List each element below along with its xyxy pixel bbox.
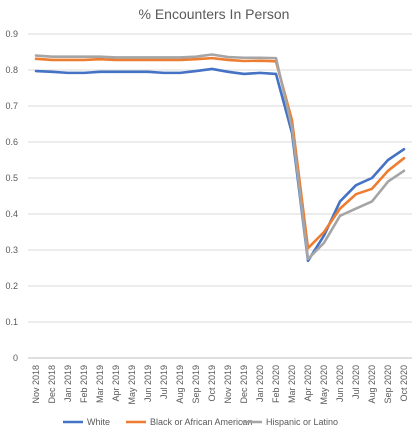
x-tick-label: Sep 2020 (383, 365, 393, 404)
x-tick-label: Aug 2020 (367, 365, 377, 404)
x-tick-label: Dec 2019 (239, 365, 249, 404)
x-tick-label: Feb 2020 (271, 365, 281, 403)
x-tick-label: Oct 2019 (207, 365, 217, 402)
legend-label: Black or African American (150, 417, 253, 427)
x-tick-label: Jul 2020 (351, 365, 361, 399)
x-tick-label: Mar 2020 (287, 365, 297, 403)
legend-label: Hispanic or Latino (266, 417, 338, 427)
x-tick-label: Jun 2019 (143, 365, 153, 402)
x-tick-label: Oct 2020 (399, 365, 409, 402)
series-line (34, 53, 406, 261)
legend-label: White (87, 417, 110, 427)
y-tick-label: 0.6 (5, 137, 18, 147)
x-tick-label: Feb 2019 (79, 365, 89, 403)
y-tick-label: 0.2 (5, 281, 18, 291)
x-tick-label: Dec 2018 (47, 365, 57, 404)
x-tick-label: May 2020 (319, 365, 329, 405)
y-tick-label: 0.1 (5, 317, 18, 327)
y-tick-label: 0.5 (5, 173, 18, 183)
x-tick-label: Sep 2019 (191, 365, 201, 404)
x-tick-label: Aug 2019 (175, 365, 185, 404)
y-axis: 0 0.1 0.2 0.3 0.4 0.5 0.6 0.7 0.8 0.9 (5, 29, 18, 363)
legend: White Black or African American Hispanic o… (63, 417, 338, 427)
series-line (34, 56, 406, 250)
x-tick-label: Mar 2019 (95, 365, 105, 403)
y-tick-label: 0.9 (5, 29, 18, 39)
y-tick-label: 0.4 (5, 209, 18, 219)
x-tick-label: Nov 2019 (223, 365, 233, 404)
y-tick-label: 0.8 (5, 65, 18, 75)
series-line (34, 67, 406, 263)
series-lines (34, 53, 406, 263)
x-tick-label: Jun 2020 (335, 365, 345, 402)
x-tick-label: Apr 2019 (111, 365, 121, 402)
y-tick-label: 0.7 (5, 101, 18, 111)
chart-title: % Encounters In Person (139, 6, 290, 22)
y-tick-label: 0 (13, 353, 18, 363)
x-tick-label: Apr 2020 (303, 365, 313, 402)
x-tick-label: Jan 2020 (255, 365, 265, 402)
x-tick-label: Jul 2019 (159, 365, 169, 399)
x-tick-label: Jan 2019 (63, 365, 73, 402)
x-tick-label: Nov 2018 (31, 365, 41, 404)
y-tick-label: 0.3 (5, 245, 18, 255)
x-axis: Nov 2018 Dec 2018 Jan 2019 Feb 2019 Mar 2019… (31, 365, 409, 405)
x-tick-label: May 2019 (127, 365, 137, 405)
